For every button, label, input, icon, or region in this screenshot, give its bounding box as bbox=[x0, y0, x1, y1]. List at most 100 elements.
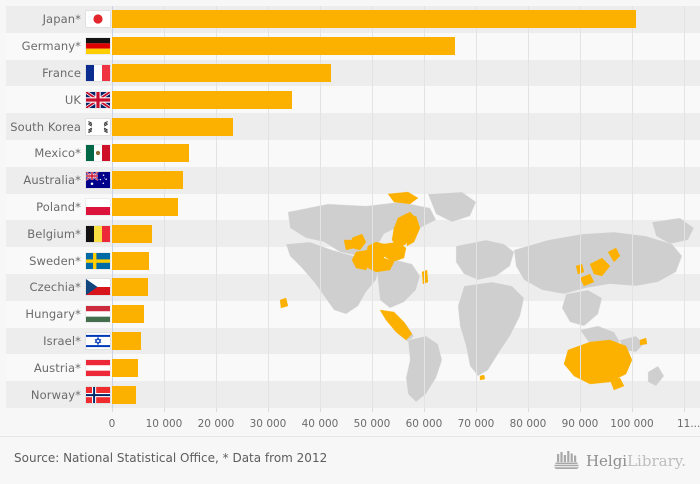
chart-row: UK bbox=[0, 86, 700, 114]
flag-uk-icon bbox=[86, 91, 110, 108]
category-label-france: France bbox=[6, 59, 112, 87]
tick-mark bbox=[424, 408, 425, 412]
bar[interactable] bbox=[112, 251, 149, 270]
bar-layer bbox=[112, 140, 700, 167]
bar-layer bbox=[112, 301, 700, 328]
flag-czechia-icon bbox=[86, 279, 110, 296]
category-label-text: Austria* bbox=[33, 360, 81, 375]
tick-mark bbox=[580, 408, 581, 412]
brand-library: Library. bbox=[627, 451, 686, 470]
category-label-germany: Germany* bbox=[6, 32, 112, 60]
tick-mark bbox=[476, 408, 477, 412]
bar[interactable] bbox=[112, 385, 136, 404]
library-building-icon bbox=[553, 449, 580, 473]
bar[interactable] bbox=[112, 171, 183, 190]
flag-south-korea-icon bbox=[86, 118, 110, 135]
category-label-poland: Poland* bbox=[6, 193, 112, 221]
flag-australia-icon bbox=[86, 172, 110, 189]
x-axis-tick-label: 60 000 bbox=[405, 418, 443, 430]
bar-layer bbox=[112, 194, 700, 221]
chart-row: Hungary* bbox=[0, 300, 700, 328]
bar[interactable] bbox=[112, 90, 292, 109]
bar[interactable] bbox=[112, 305, 145, 324]
category-label-text: Czechia* bbox=[29, 280, 81, 295]
flag-norway-icon bbox=[86, 386, 110, 403]
bar[interactable] bbox=[112, 331, 141, 350]
flag-hungary-icon bbox=[86, 306, 110, 323]
x-axis-tick-label: 50 000 bbox=[353, 418, 391, 430]
x-axis-tick-label: 100 000 bbox=[610, 418, 654, 430]
category-label-norway: Norway* bbox=[6, 381, 112, 408]
bar-layer bbox=[112, 247, 700, 274]
category-label-text: Norway* bbox=[30, 387, 81, 402]
x-axis-tick-label: 20 000 bbox=[197, 418, 235, 430]
bar[interactable] bbox=[112, 37, 456, 56]
category-label-australia: Australia* bbox=[6, 166, 112, 194]
plot-area: Japan* Germany* France UK South Korea Mexico*… bbox=[0, 6, 700, 408]
chart-row: Australia* bbox=[0, 166, 700, 194]
tick-mark bbox=[684, 408, 685, 412]
tick-mark bbox=[112, 408, 113, 412]
bar[interactable] bbox=[112, 224, 153, 243]
x-axis-tick-label: 30 000 bbox=[249, 418, 287, 430]
helgi-library-logo[interactable]: HelgiLibrary. bbox=[553, 449, 686, 473]
category-label-text: South Korea bbox=[10, 119, 81, 134]
category-label-text: France bbox=[42, 65, 81, 80]
x-axis-tick-label: 10 000 bbox=[145, 418, 183, 430]
x-axis-tick-label: 11... bbox=[676, 418, 700, 430]
bar[interactable] bbox=[112, 144, 189, 163]
tick-mark bbox=[216, 408, 217, 412]
tick-mark bbox=[320, 408, 321, 412]
category-label-text: Australia* bbox=[23, 173, 81, 188]
bar-layer bbox=[112, 86, 700, 113]
category-label-text: Israel* bbox=[43, 333, 81, 348]
category-label-austria: Austria* bbox=[6, 354, 112, 382]
world-map-svg bbox=[279, 191, 695, 403]
tick-mark bbox=[528, 408, 529, 412]
bar-layer bbox=[112, 167, 700, 194]
chart-row: Poland* bbox=[0, 193, 700, 221]
category-label-japan: Japan* bbox=[6, 6, 112, 33]
category-label-mexico: Mexico* bbox=[6, 139, 112, 167]
bar[interactable] bbox=[112, 117, 233, 136]
bar-layer bbox=[112, 354, 700, 381]
category-label-israel: Israel* bbox=[6, 327, 112, 355]
chart-row: Sweden* bbox=[0, 247, 700, 274]
flag-austria-icon bbox=[86, 359, 110, 376]
x-axis-tick-label: 0 bbox=[108, 418, 116, 430]
bar[interactable] bbox=[112, 197, 179, 216]
tick-mark bbox=[268, 408, 269, 412]
bar-layer bbox=[112, 33, 700, 60]
chart-row: Austria* bbox=[0, 354, 700, 382]
bar[interactable] bbox=[112, 358, 138, 377]
bar[interactable] bbox=[112, 278, 148, 297]
category-label-southkorea: South Korea bbox=[6, 113, 112, 140]
x-axis-tick-label: 90 000 bbox=[561, 418, 599, 430]
bar[interactable] bbox=[112, 63, 332, 82]
category-label-text: Mexico* bbox=[34, 146, 81, 161]
x-axis-tick-label: 70 000 bbox=[457, 418, 495, 430]
category-label-text: Belgium* bbox=[27, 226, 81, 241]
world-map-watermark bbox=[279, 190, 700, 405]
bar[interactable] bbox=[112, 10, 637, 29]
category-label-text: Hungary* bbox=[25, 307, 81, 322]
flag-japan-icon bbox=[86, 11, 110, 28]
tick-mark bbox=[372, 408, 373, 412]
category-label-text: Sweden* bbox=[29, 253, 81, 268]
category-label-belgium: Belgium* bbox=[6, 220, 112, 248]
category-label-uk: UK bbox=[6, 86, 112, 114]
bar-layer bbox=[112, 6, 700, 33]
category-label-text: UK bbox=[64, 92, 81, 107]
bar-layer bbox=[112, 113, 700, 140]
chart-row: South Korea bbox=[0, 113, 700, 140]
chart-row: France bbox=[0, 59, 700, 87]
chart-row: Israel* bbox=[0, 327, 700, 355]
flag-sweden-icon bbox=[86, 252, 110, 269]
tick-mark bbox=[164, 408, 165, 412]
flag-france-icon bbox=[86, 64, 110, 81]
chart-row: Belgium* bbox=[0, 220, 700, 248]
flag-germany-icon bbox=[86, 38, 110, 55]
category-label-text: Poland* bbox=[36, 199, 81, 214]
chart-row: Germany* bbox=[0, 32, 700, 60]
